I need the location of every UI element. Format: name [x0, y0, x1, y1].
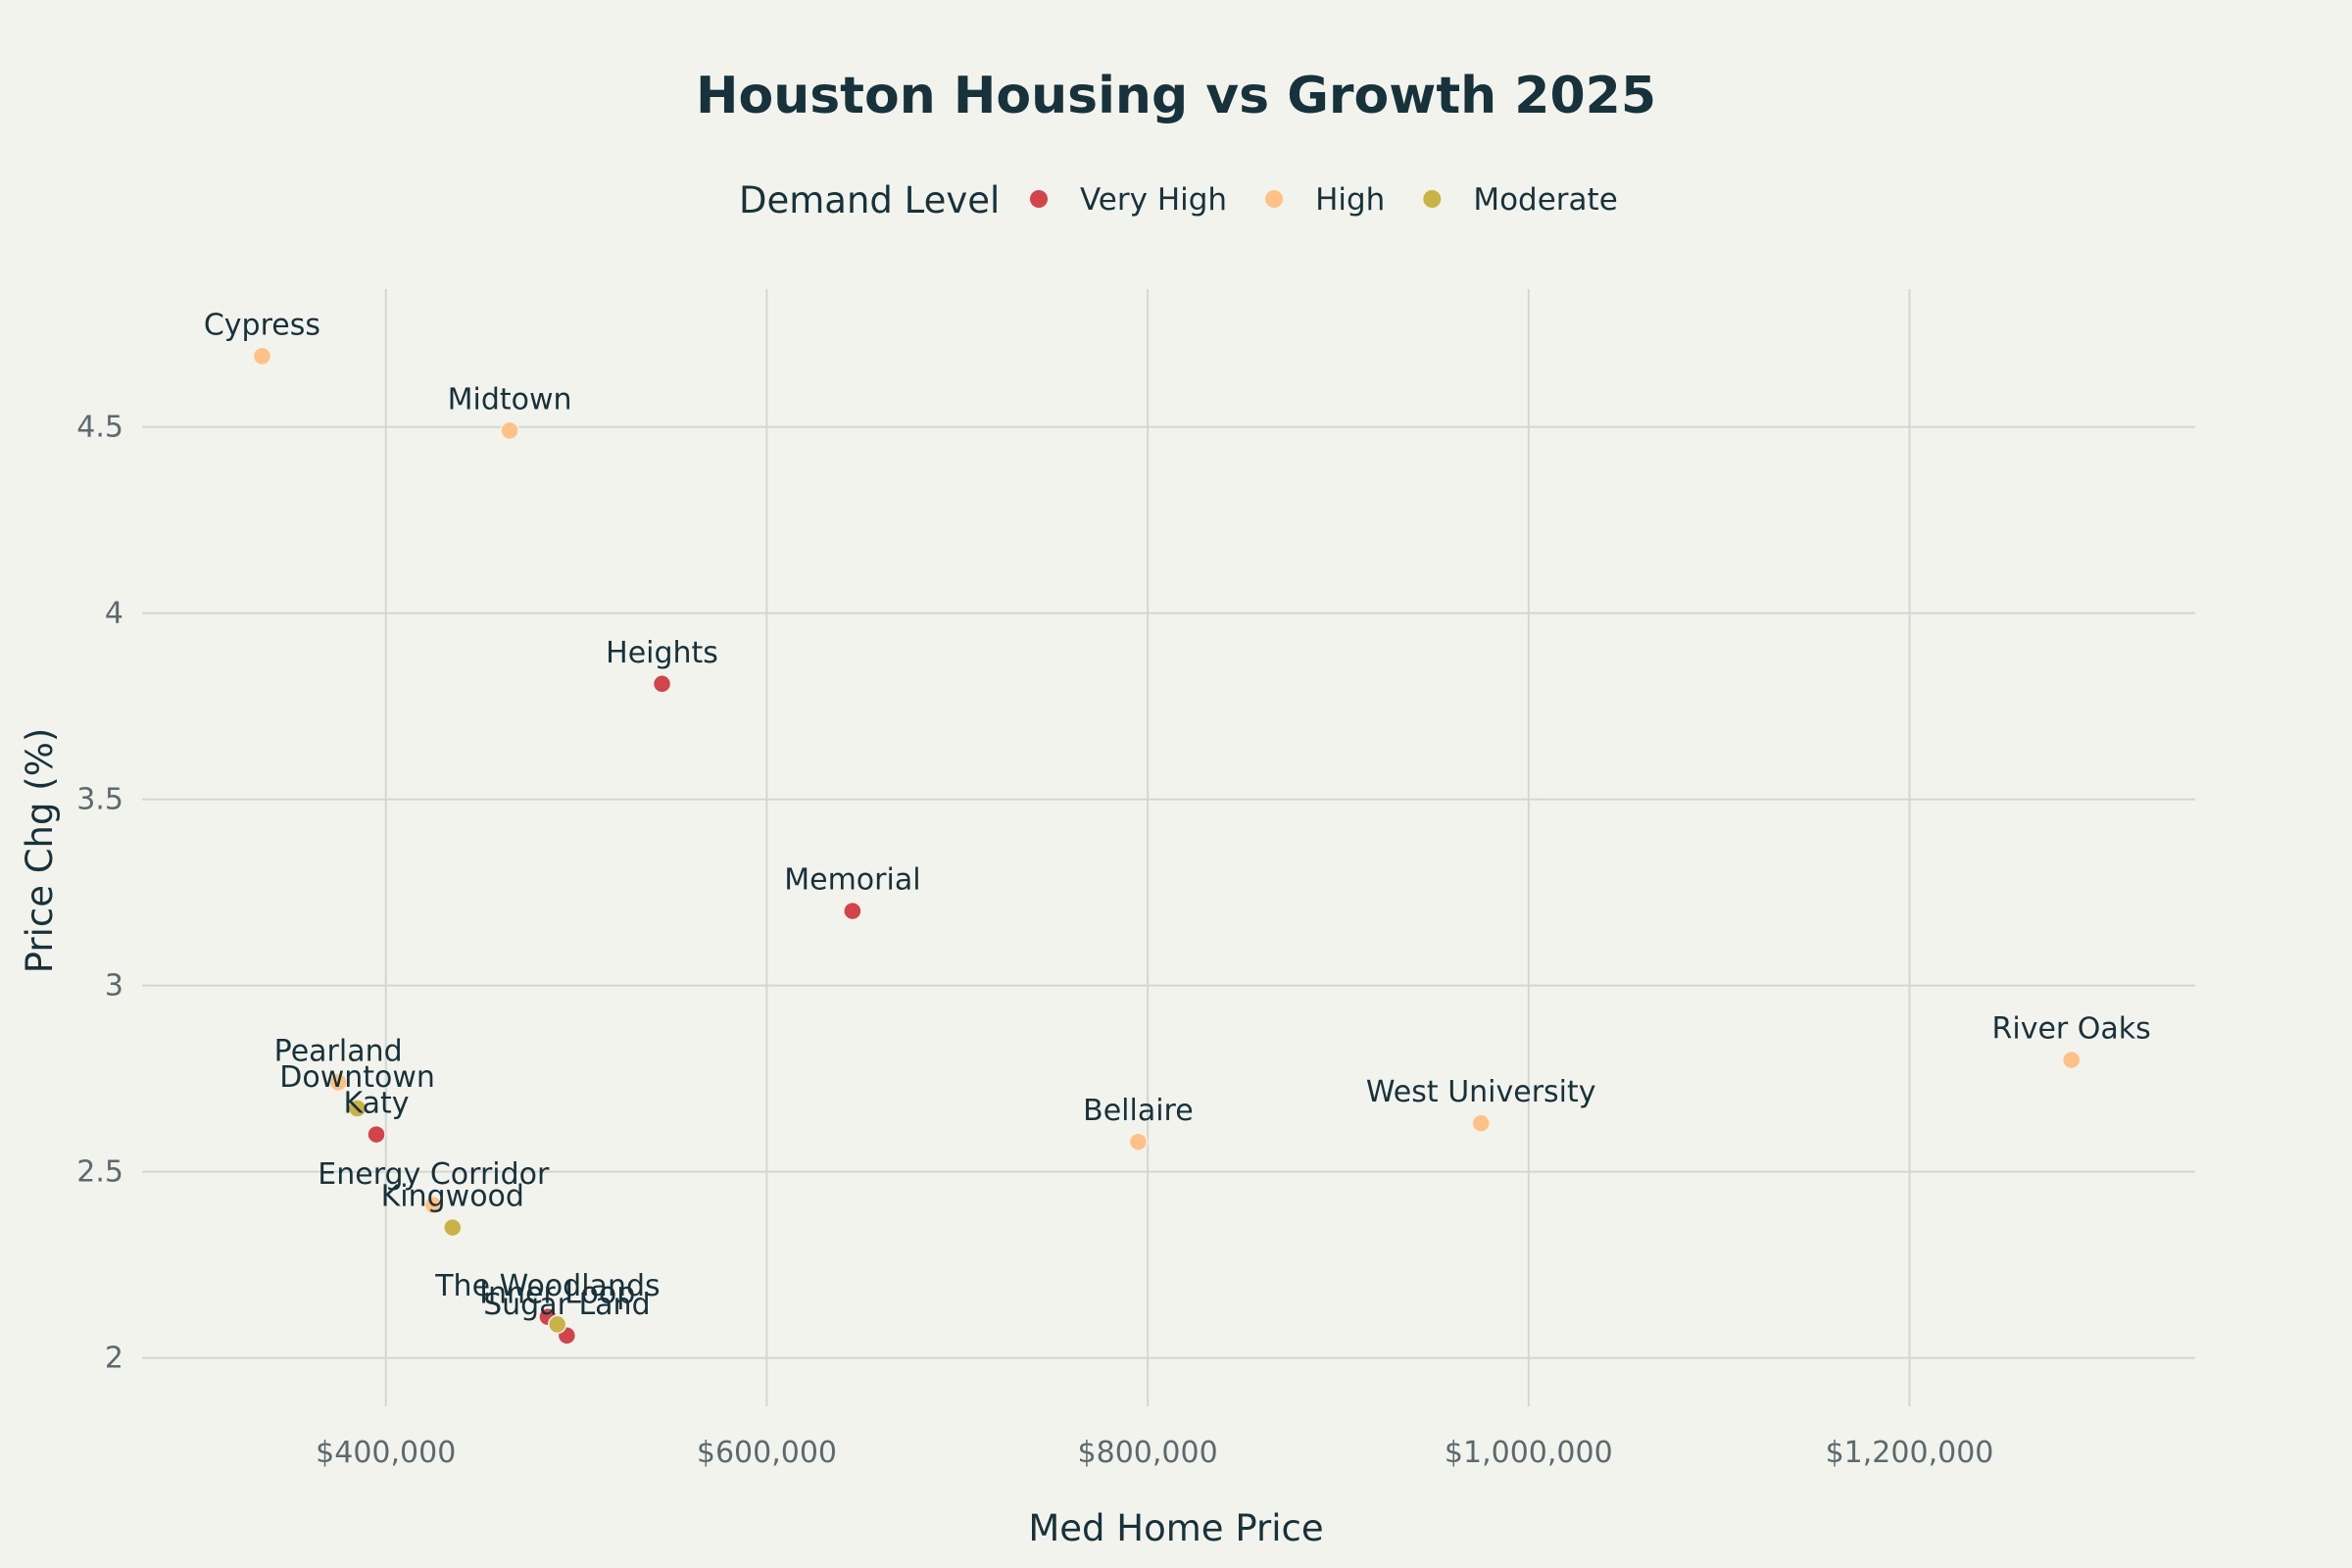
x-tick-label: $800,000 [1078, 1436, 1218, 1470]
data-point [547, 1314, 567, 1335]
y-tick-label: 3.5 [76, 783, 123, 817]
y-axis-ticks: 2 2.5 3 3.5 4 4.5 [76, 411, 123, 1376]
x-axis-ticks: $400,000 $600,000 $800,000 $1,000,000 $1,200… [316, 1436, 1993, 1470]
data-label: West University [1366, 1075, 1596, 1109]
data-label: Kingwood [381, 1180, 524, 1214]
data-point [843, 901, 862, 921]
x-tick-label: $1,000,000 [1445, 1436, 1613, 1470]
data-label: Bellaire [1083, 1094, 1194, 1128]
grid [142, 289, 2195, 1406]
legend-marker [1423, 190, 1442, 208]
y-tick-label: 4.5 [76, 411, 123, 445]
data-label: Sugar Land [483, 1288, 651, 1322]
data-point [367, 1124, 386, 1145]
data-point [1128, 1132, 1149, 1152]
data-point [443, 1217, 463, 1238]
data-label: Inner Loop [479, 1276, 635, 1310]
x-axis-title: Med Home Price [1028, 1507, 1323, 1549]
data-label: Energy Corridor [318, 1157, 550, 1192]
data-label: Heights [606, 636, 718, 670]
data-label: River Oaks [1992, 1012, 2151, 1047]
legend-entry-label: High [1315, 182, 1385, 218]
legend-entry-label: Very High [1080, 182, 1227, 218]
chart-title: Houston Housing vs Growth 2025 [696, 67, 1656, 125]
y-tick-label: 3 [105, 969, 123, 1004]
x-tick-label: $1,200,000 [1826, 1436, 1994, 1470]
legend-marker [1265, 190, 1284, 208]
x-tick-label: $400,000 [316, 1436, 456, 1470]
data-label: The Woodlands [434, 1269, 660, 1303]
data-label: Pearland [274, 1034, 403, 1068]
legend-marker [1030, 190, 1048, 208]
data-point [423, 1196, 444, 1215]
x-tick-label: $600,000 [697, 1436, 837, 1470]
y-tick-label: 4 [105, 597, 123, 631]
data-label: Midtown [448, 382, 572, 416]
data-point [252, 346, 272, 367]
data-point [652, 674, 672, 694]
data-point [347, 1099, 368, 1118]
data-label: Cypress [204, 308, 320, 342]
data-point [2061, 1050, 2082, 1070]
legend-entry-label: Moderate [1473, 182, 1617, 218]
data-point [1471, 1113, 1491, 1133]
y-tick-label: 2 [105, 1342, 123, 1376]
y-axis-title: Price Chg (%) [19, 728, 61, 974]
data-point [500, 420, 519, 441]
data-label: Memorial [784, 863, 920, 898]
legend-title: Demand Level [739, 179, 1000, 221]
data-label: Katy [344, 1087, 410, 1121]
y-tick-label: 2.5 [76, 1155, 123, 1190]
data-label: Downtown [279, 1060, 435, 1095]
legend: Demand Level Very High High Moderate [739, 179, 1618, 221]
data-point [328, 1072, 348, 1093]
data-points [252, 346, 2082, 1346]
